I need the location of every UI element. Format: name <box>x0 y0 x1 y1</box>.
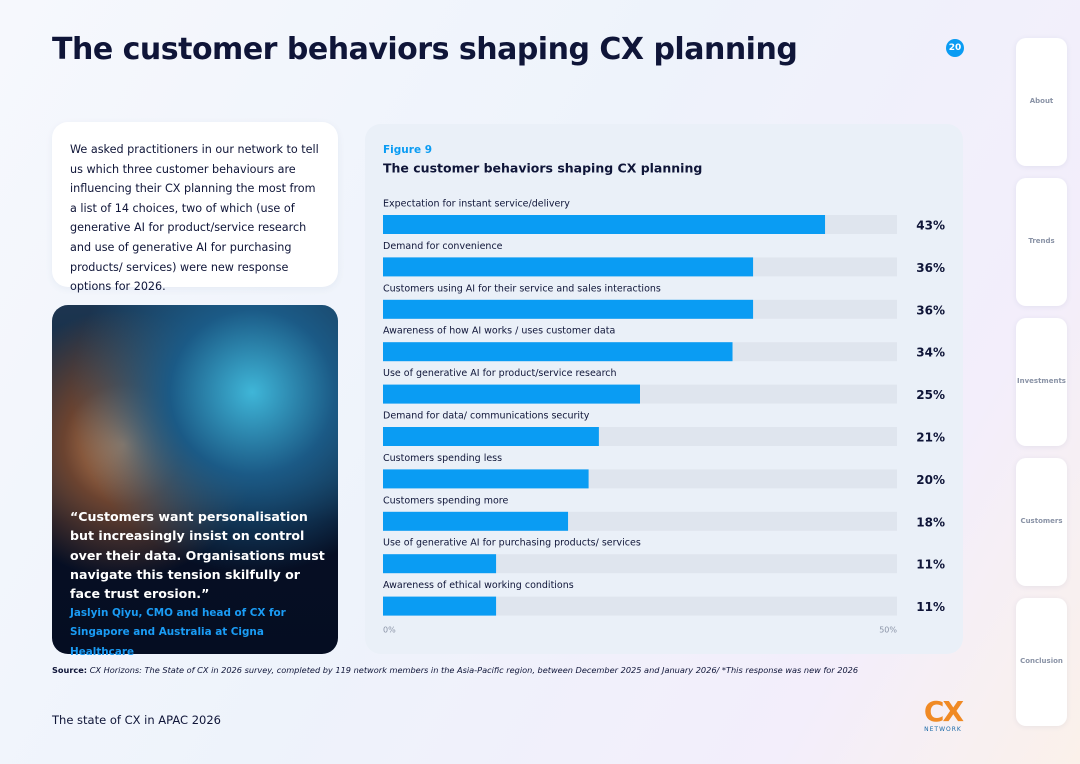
bar <box>383 511 569 531</box>
value-label: 18% <box>916 515 945 529</box>
nav-tab[interactable]: About <box>1016 38 1067 166</box>
nav-tab[interactable]: Investments <box>1016 318 1067 446</box>
page-title: The customer behaviors shaping CX planni… <box>52 32 798 67</box>
value-label: 36% <box>916 303 945 317</box>
bar <box>383 299 754 319</box>
chart-panel: Figure 9 The customer behaviors shaping … <box>365 124 963 654</box>
category-label: Demand for convenience <box>383 241 503 252</box>
logo-text: NETWORK <box>924 726 962 733</box>
chart-title: The customer behaviors shaping CX planni… <box>383 161 702 176</box>
bar <box>383 215 826 234</box>
page-number: 20 <box>946 39 964 57</box>
footer-text: The state of CX in APAC 2026 <box>52 713 221 727</box>
x-tick-label: 0% <box>383 626 396 635</box>
x-tick-label: 50% <box>879 626 897 635</box>
bar <box>383 554 497 574</box>
value-label: 11% <box>916 558 945 572</box>
photo <box>52 305 338 654</box>
bar-track <box>383 596 897 616</box>
bar <box>383 596 497 616</box>
chart: Figure 9 The customer behaviors shaping … <box>383 144 945 635</box>
value-label: 34% <box>916 346 945 360</box>
logo: CX NETWORK <box>918 695 968 734</box>
category-label: Customers spending more <box>383 495 508 506</box>
nav-tab[interactable]: Customers <box>1016 458 1067 586</box>
intro-text: We asked practitioners in our network to… <box>52 122 338 293</box>
category-label: Use of generative AI for purchasing prod… <box>383 538 641 549</box>
category-label: Awareness of ethical working conditions <box>383 580 574 591</box>
category-label: Expectation for instant service/delivery <box>383 199 570 210</box>
source-text: CX Horizons: The State of CX in 2026 sur… <box>89 665 859 675</box>
nav-tab[interactable]: Conclusion <box>1016 598 1067 726</box>
value-label: 25% <box>916 388 945 402</box>
value-label: 36% <box>916 261 945 275</box>
category-label: Customers using AI for their service and… <box>383 283 661 294</box>
bar <box>383 384 640 404</box>
bar <box>383 342 733 362</box>
value-label: 21% <box>916 431 945 445</box>
category-label: Customers spending less <box>383 453 502 464</box>
category-label: Use of generative AI for product/service… <box>383 368 617 379</box>
bar-track <box>383 554 897 574</box>
quote-attribution: Jaslyin Qiyu, CMO and head of CX for Sin… <box>70 607 286 658</box>
value-label: 11% <box>916 600 945 614</box>
bar <box>383 427 599 446</box>
figure-label: Figure 9 <box>383 144 432 156</box>
quote-text: “Customers want personalisation but incr… <box>70 509 325 602</box>
category-label: Awareness of how AI works / uses custome… <box>383 326 615 337</box>
source-label: Source: <box>52 665 88 675</box>
bar <box>383 469 589 489</box>
category-label: Demand for data/ communications security <box>383 411 590 422</box>
value-label: 20% <box>916 473 945 487</box>
bar <box>383 257 754 277</box>
source-note: Source: CX Horizons: The State of CX in … <box>52 665 858 675</box>
logo-mark: CX <box>923 695 964 728</box>
value-label: 43% <box>916 219 945 233</box>
nav-tab[interactable]: Trends <box>1016 178 1067 306</box>
